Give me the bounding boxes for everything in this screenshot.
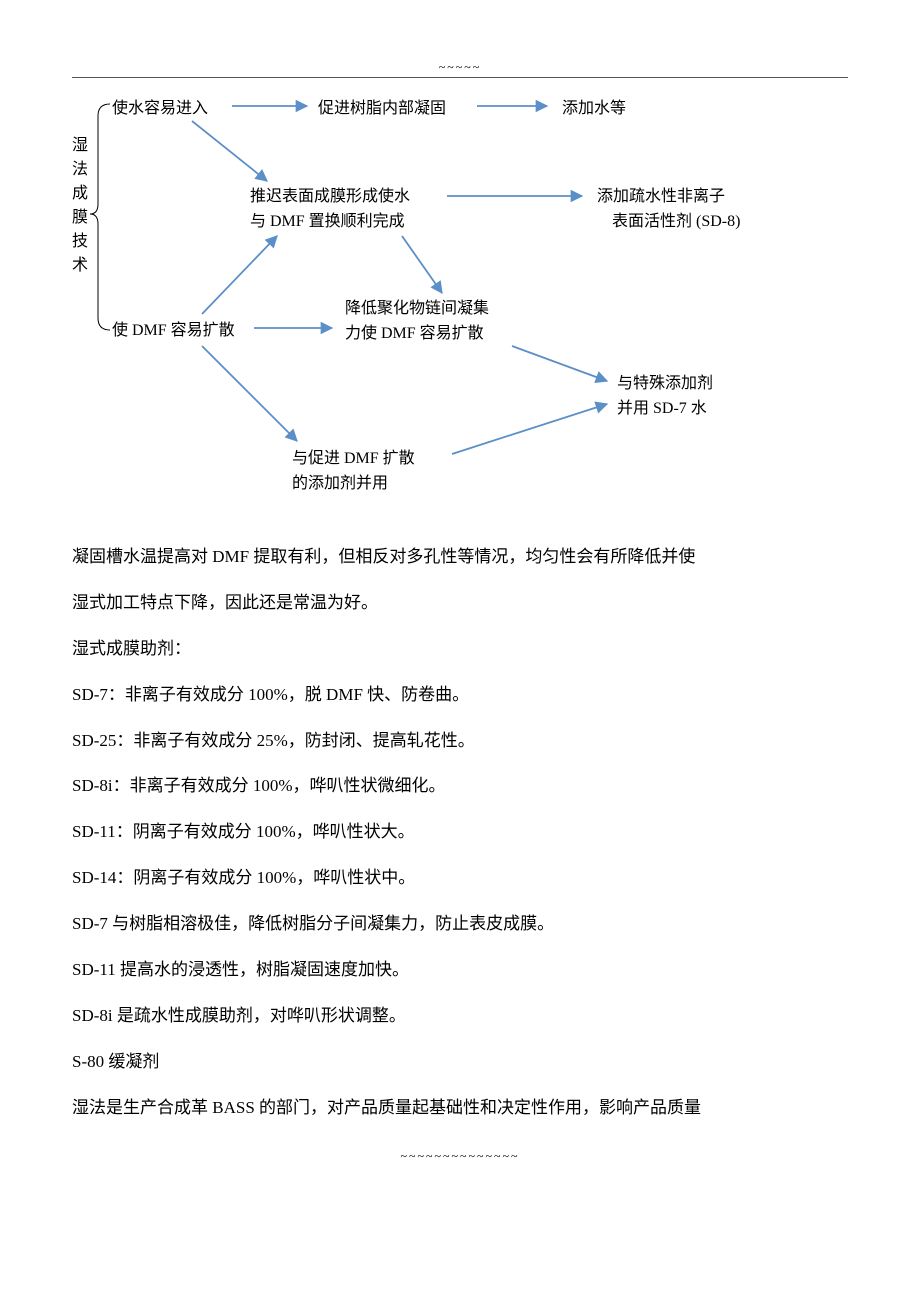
para: S-80 缓凝剂 [72, 1039, 848, 1085]
node-reduce-cohesion-b: 力使 DMF 容易扩散 [345, 321, 484, 347]
node-hydrophobic-a: 添加疏水性非离子 [597, 184, 725, 210]
para: SD-25：非离子有效成分 25%，防封闭、提高轧花性。 [72, 718, 848, 764]
node-water-enter: 使水容易进入 [112, 96, 208, 122]
para: SD-8i：非离子有效成分 100%，哗叭性状微细化。 [72, 763, 848, 809]
flow-diagram: 湿法成膜技术 使水容易进入 促进树脂内部凝固 添加水等 推迟表面成膜形成使水 与… [72, 96, 848, 506]
para: SD-11：阴离子有效成分 100%，哗叭性状大。 [72, 809, 848, 855]
para: 凝固槽水温提高对 DMF 提取有利，但相反对多孔性等情况，均匀性会有所降低并使 [72, 534, 848, 580]
footer-mark: ~~~~~~~~~~~~~~ [72, 1149, 848, 1164]
node-promote-dmf-a: 与促进 DMF 扩散 [292, 446, 415, 472]
node-hydrophobic-b: 表面活性剂 (SD-8) [612, 209, 740, 235]
body-text: 凝固槽水温提高对 DMF 提取有利，但相反对多孔性等情况，均匀性会有所降低并使 … [72, 534, 848, 1131]
node-reduce-cohesion-a: 降低聚化物链间凝集 [345, 296, 489, 322]
para: 湿法是生产合成革 BASS 的部门，对产品质量起基础性和决定性作用，影响产品质量 [72, 1085, 848, 1131]
header-rule [72, 77, 848, 78]
node-add-water: 添加水等 [562, 96, 626, 122]
node-promote-coag: 促进树脂内部凝固 [318, 96, 446, 122]
para: SD-7：非离子有效成分 100%，脱 DMF 快、防卷曲。 [72, 672, 848, 718]
diagram-side-label: 湿法成膜技术 [72, 134, 90, 278]
para: 湿式成膜助剂： [72, 626, 848, 672]
node-promote-dmf-b: 的添加剂并用 [292, 471, 388, 497]
node-delay-film-a: 推迟表面成膜形成使水 [250, 184, 410, 210]
node-dmf-diffuse: 使 DMF 容易扩散 [112, 318, 235, 344]
para: SD-11 提高水的浸透性，树脂凝固速度加快。 [72, 947, 848, 993]
node-special-additive-a: 与特殊添加剂 [617, 371, 713, 397]
para: SD-7 与树脂相溶极佳，降低树脂分子间凝集力，防止表皮成膜。 [72, 901, 848, 947]
node-special-additive-b: 并用 SD-7 水 [617, 396, 707, 422]
document-page: ~~~~~ 湿法成膜技术 使水容易进入 促进树脂内部凝固 添加水等 推迟表面成膜… [0, 0, 920, 1204]
para: SD-8i 是疏水性成膜助剂，对哗叭形状调整。 [72, 993, 848, 1039]
node-delay-film-b: 与 DMF 置换顺利完成 [250, 209, 405, 235]
para: SD-14：阴离子有效成分 100%，哗叭性状中。 [72, 855, 848, 901]
para: 湿式加工特点下降，因此还是常温为好。 [72, 580, 848, 626]
header-mark: ~~~~~ [72, 60, 848, 75]
